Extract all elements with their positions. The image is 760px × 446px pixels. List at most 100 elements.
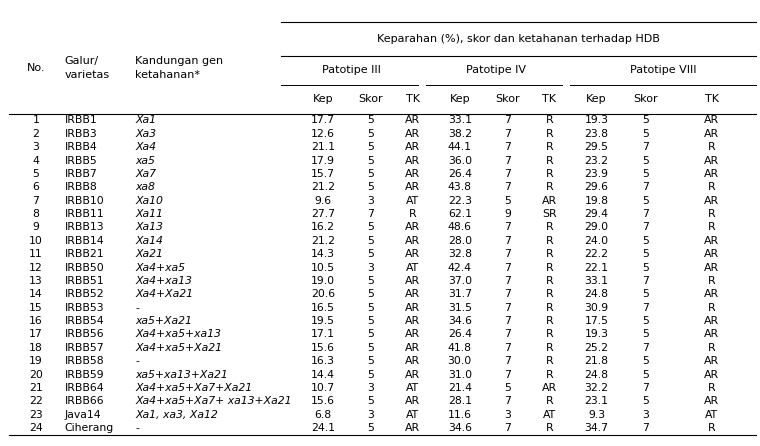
Text: IRBB1: IRBB1 bbox=[65, 116, 97, 125]
Text: 20.6: 20.6 bbox=[311, 289, 335, 299]
Text: 5: 5 bbox=[367, 182, 375, 192]
Text: 17.5: 17.5 bbox=[584, 316, 609, 326]
Text: 34.6: 34.6 bbox=[448, 423, 472, 433]
Text: AR: AR bbox=[405, 182, 420, 192]
Text: 7: 7 bbox=[504, 423, 511, 433]
Text: 10: 10 bbox=[29, 236, 43, 246]
Text: AR: AR bbox=[405, 249, 420, 259]
Text: R: R bbox=[546, 289, 553, 299]
Text: 7: 7 bbox=[641, 182, 649, 192]
Text: Galur/
varietas: Galur/ varietas bbox=[65, 56, 109, 80]
Text: 5: 5 bbox=[641, 196, 649, 206]
Text: Xa1, xa3, Xa12: Xa1, xa3, Xa12 bbox=[135, 410, 218, 420]
Text: R: R bbox=[708, 423, 716, 433]
Text: IRBB14: IRBB14 bbox=[65, 236, 104, 246]
Text: 21: 21 bbox=[29, 383, 43, 393]
Text: 5: 5 bbox=[641, 129, 649, 139]
Text: IRBB10: IRBB10 bbox=[65, 196, 104, 206]
Text: IRBB66: IRBB66 bbox=[65, 396, 104, 406]
Text: 9: 9 bbox=[504, 209, 511, 219]
Text: 7: 7 bbox=[504, 316, 511, 326]
Text: Kep: Kep bbox=[449, 94, 470, 104]
Text: IRBB56: IRBB56 bbox=[65, 330, 104, 339]
Text: 32.2: 32.2 bbox=[584, 383, 609, 393]
Text: 19.0: 19.0 bbox=[311, 276, 335, 286]
Text: 34.7: 34.7 bbox=[584, 423, 609, 433]
Text: 30.9: 30.9 bbox=[584, 303, 609, 313]
Text: AR: AR bbox=[705, 116, 719, 125]
Text: xa5+xa13+Xa21: xa5+xa13+Xa21 bbox=[135, 370, 228, 380]
Text: 23.2: 23.2 bbox=[584, 156, 609, 165]
Text: 9: 9 bbox=[32, 223, 40, 232]
Text: 44.1: 44.1 bbox=[448, 142, 472, 152]
Text: 7: 7 bbox=[504, 330, 511, 339]
Text: 7: 7 bbox=[504, 263, 511, 273]
Text: 7: 7 bbox=[504, 343, 511, 353]
Text: AR: AR bbox=[405, 370, 420, 380]
Text: 29.0: 29.0 bbox=[584, 223, 609, 232]
Text: AR: AR bbox=[405, 156, 420, 165]
Text: 7: 7 bbox=[504, 289, 511, 299]
Text: 27.7: 27.7 bbox=[311, 209, 335, 219]
Text: 4: 4 bbox=[32, 156, 40, 165]
Text: 5: 5 bbox=[641, 289, 649, 299]
Text: IRBB21: IRBB21 bbox=[65, 249, 104, 259]
Text: 5: 5 bbox=[32, 169, 40, 179]
Text: 5: 5 bbox=[367, 396, 375, 406]
Text: AR: AR bbox=[405, 423, 420, 433]
Text: 15: 15 bbox=[29, 303, 43, 313]
Text: IRBB3: IRBB3 bbox=[65, 129, 97, 139]
Text: AT: AT bbox=[543, 410, 556, 420]
Text: 6: 6 bbox=[32, 182, 40, 192]
Text: Ciherang: Ciherang bbox=[65, 423, 114, 433]
Text: 14.3: 14.3 bbox=[311, 249, 335, 259]
Text: 7: 7 bbox=[504, 356, 511, 366]
Text: AR: AR bbox=[705, 370, 719, 380]
Text: 5: 5 bbox=[367, 356, 375, 366]
Text: 24.8: 24.8 bbox=[584, 289, 609, 299]
Text: 11.6: 11.6 bbox=[448, 410, 472, 420]
Text: Xa11: Xa11 bbox=[135, 209, 163, 219]
Text: R: R bbox=[546, 142, 553, 152]
Text: 22.2: 22.2 bbox=[584, 249, 609, 259]
Text: 7: 7 bbox=[32, 196, 40, 206]
Text: 5: 5 bbox=[367, 343, 375, 353]
Text: 7: 7 bbox=[504, 116, 511, 125]
Text: 32.8: 32.8 bbox=[448, 249, 472, 259]
Text: 5: 5 bbox=[367, 129, 375, 139]
Text: 12: 12 bbox=[29, 263, 43, 273]
Text: 28.0: 28.0 bbox=[448, 236, 472, 246]
Text: 24.1: 24.1 bbox=[311, 423, 335, 433]
Text: AR: AR bbox=[542, 383, 557, 393]
Text: 22: 22 bbox=[29, 396, 43, 406]
Text: Xa1: Xa1 bbox=[135, 116, 157, 125]
Text: AR: AR bbox=[705, 156, 719, 165]
Text: 38.2: 38.2 bbox=[448, 129, 472, 139]
Text: 7: 7 bbox=[504, 223, 511, 232]
Text: 9.6: 9.6 bbox=[315, 196, 331, 206]
Text: 28.1: 28.1 bbox=[448, 396, 472, 406]
Text: 10.5: 10.5 bbox=[311, 263, 335, 273]
Text: AR: AR bbox=[705, 330, 719, 339]
Text: AR: AR bbox=[405, 236, 420, 246]
Text: 17.7: 17.7 bbox=[311, 116, 335, 125]
Text: Xa21: Xa21 bbox=[135, 249, 163, 259]
Text: IRBB8: IRBB8 bbox=[65, 182, 97, 192]
Text: 42.4: 42.4 bbox=[448, 263, 472, 273]
Text: 3: 3 bbox=[641, 410, 649, 420]
Text: 7: 7 bbox=[504, 276, 511, 286]
Text: R: R bbox=[546, 156, 553, 165]
Text: R: R bbox=[546, 169, 553, 179]
Text: -: - bbox=[135, 356, 139, 366]
Text: 29.6: 29.6 bbox=[584, 182, 609, 192]
Text: 18: 18 bbox=[29, 343, 43, 353]
Text: TK: TK bbox=[543, 94, 556, 104]
Text: xa8: xa8 bbox=[135, 182, 155, 192]
Text: 10.7: 10.7 bbox=[311, 383, 335, 393]
Text: 5: 5 bbox=[367, 223, 375, 232]
Text: AR: AR bbox=[705, 316, 719, 326]
Text: 14: 14 bbox=[29, 289, 43, 299]
Text: Xa4+Xa21: Xa4+Xa21 bbox=[135, 289, 193, 299]
Text: 15.7: 15.7 bbox=[311, 169, 335, 179]
Text: AR: AR bbox=[705, 196, 719, 206]
